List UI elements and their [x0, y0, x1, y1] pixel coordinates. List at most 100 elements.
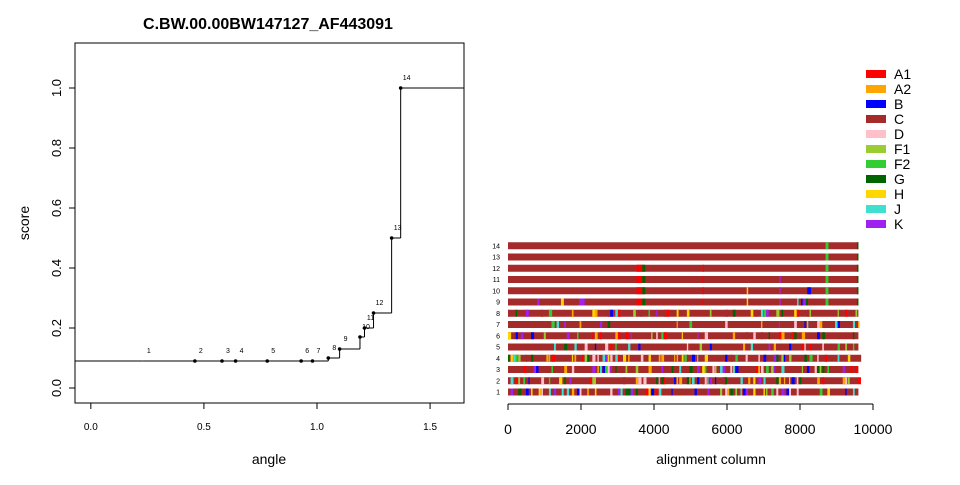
subtype-segment [518, 377, 521, 385]
legend-swatch [866, 100, 886, 108]
point-label: 3 [226, 348, 230, 355]
subtype-segment [801, 343, 804, 351]
subtype-segment [587, 388, 589, 396]
subtype-segment [725, 388, 728, 396]
subtype-segment [508, 354, 510, 362]
subtype-segment [553, 388, 557, 396]
subtype-segment [781, 332, 785, 340]
subtype-segment [551, 366, 553, 373]
subtype-segment [584, 343, 588, 351]
subtype-segment [508, 309, 510, 317]
subtype-segment [686, 354, 689, 362]
subtype-segment [686, 343, 689, 351]
subtype-segment [702, 298, 705, 306]
subtype-segment [538, 388, 541, 396]
subtype-segment [773, 354, 777, 362]
subtype-segment [651, 332, 653, 340]
subtype-segment [523, 377, 526, 385]
subtype-segment [691, 377, 695, 385]
subtype-segment [515, 377, 518, 385]
subtype-segment [819, 321, 823, 328]
legend-entry: G [894, 171, 905, 187]
legend-swatch [866, 220, 886, 228]
subtype-segment [645, 388, 650, 396]
subtype-segment [648, 366, 652, 373]
subtype-segment [564, 321, 566, 328]
subtype-segment [576, 388, 580, 396]
subtype-segment [620, 388, 623, 396]
subtype-segment [642, 276, 646, 283]
subtype-segment [651, 388, 655, 396]
subtype-segment [789, 377, 791, 385]
subtype-segment [786, 388, 790, 396]
subtype-segment [743, 343, 746, 351]
legend-entry: C [894, 111, 904, 127]
subtype-segment [607, 366, 610, 373]
subtype-segment [594, 388, 597, 396]
subtype-segment [845, 388, 847, 396]
subtype-segment [796, 388, 799, 396]
subtype-segment [686, 309, 690, 317]
subtype-segment [794, 309, 798, 317]
subtype-segment [858, 377, 861, 385]
point-marker [398, 86, 403, 90]
point-label: 12 [376, 300, 384, 307]
subtype-segment [750, 343, 754, 351]
y-tick-label: 1.0 [49, 79, 64, 97]
point-label: 2 [199, 348, 203, 355]
subtype-segment [622, 354, 627, 362]
subtype-segment [727, 388, 730, 396]
subtype-segment [605, 366, 608, 373]
subtype-segment [610, 354, 613, 362]
subtype-segment [722, 388, 726, 396]
subtype-segment [560, 298, 564, 306]
bar-row-5 [508, 343, 859, 351]
subtype-segment [817, 377, 820, 385]
subtype-segment [827, 366, 830, 373]
subtype-segment [806, 321, 809, 328]
subtype-segment [543, 332, 546, 340]
subtype-segment [579, 298, 585, 306]
subtype-segment [615, 309, 619, 317]
row-label: 8 [496, 311, 500, 318]
subtype-segment [525, 309, 529, 317]
subtype-segment [699, 343, 703, 351]
subtype-segment [702, 264, 705, 272]
row-label: 14 [492, 243, 500, 250]
subtype-segment [640, 309, 643, 317]
subtype-segment [671, 388, 673, 396]
subtype-segment [674, 354, 676, 362]
x-axis-label: alignment column [656, 451, 766, 467]
subtype-segment [587, 354, 590, 362]
subtype-segment [776, 354, 779, 362]
subtype-segment [671, 366, 674, 373]
subtype-segment [702, 287, 705, 295]
subtype-segment [825, 287, 829, 295]
subtype-segment [730, 388, 734, 396]
subtype-segment [845, 309, 848, 317]
subtype-segment [610, 309, 613, 317]
subtype-segment [676, 377, 679, 385]
subtype-segment [679, 377, 683, 385]
row-label: 2 [496, 378, 500, 385]
subtype-segment [702, 377, 704, 385]
y-tick-label: 0.4 [49, 259, 64, 277]
subtype-segment [605, 354, 608, 362]
subtype-segment [776, 388, 779, 396]
subtype-segment [763, 309, 767, 317]
subtype-segment [760, 366, 764, 373]
subtype-segment [689, 366, 693, 373]
subtype-segment [817, 354, 819, 362]
point-marker [220, 359, 224, 363]
subtype-segment [822, 377, 825, 385]
row-label: 5 [496, 345, 500, 352]
subtype-segment [732, 321, 736, 328]
subtype-segment [732, 332, 736, 340]
subtype-segment [807, 287, 811, 295]
subtype-segment [704, 332, 708, 340]
subtype-segment [642, 264, 646, 272]
subtype-segment [697, 377, 700, 385]
subtype-segment [579, 321, 582, 328]
subtype-segment [564, 343, 568, 351]
subtype-segment [776, 309, 780, 317]
